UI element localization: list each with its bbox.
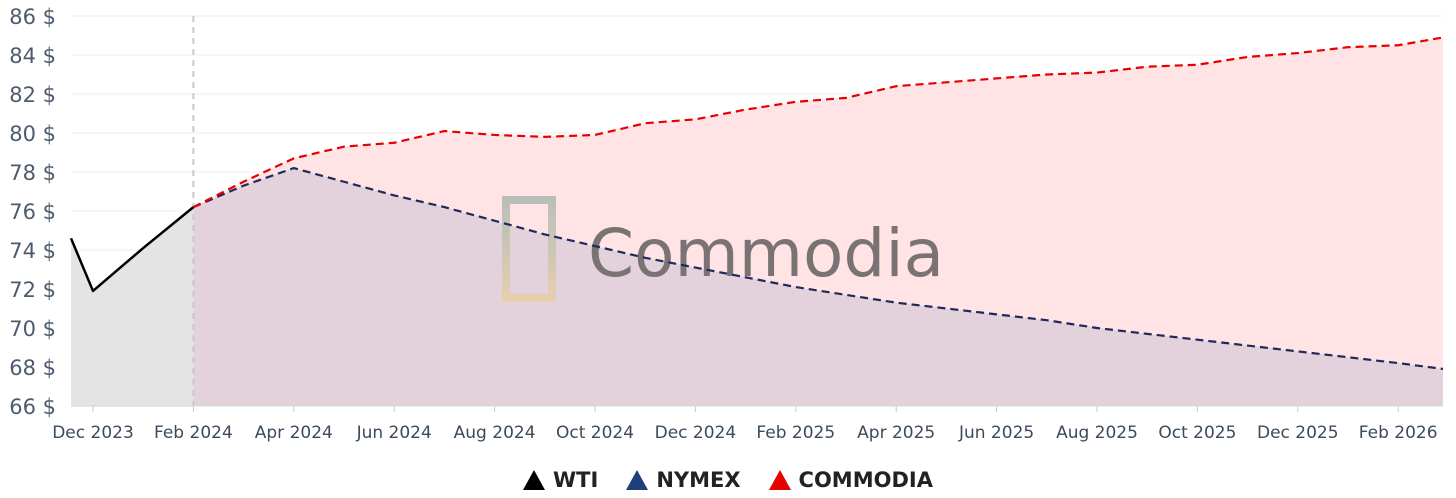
legend-label: NYMEX [656, 468, 741, 492]
y-tick-label: 66 $ [9, 395, 56, 419]
y-tick-label: 84 $ [9, 44, 56, 68]
x-tick-label: Aug 2025 [1056, 423, 1138, 443]
x-tick-label: Apr 2025 [857, 423, 935, 443]
x-tick-label: Feb 2026 [1359, 423, 1438, 443]
y-tick-label: 86 $ [9, 5, 56, 29]
commodia-watermark: Commodia [502, 196, 944, 302]
y-tick-label: 68 $ [9, 356, 56, 380]
y-tick-label: 74 $ [9, 239, 56, 263]
y-tick-label: 80 $ [9, 122, 56, 146]
commodia-logo-icon [502, 196, 556, 302]
y-tick-label: 76 $ [9, 200, 56, 224]
legend-label: WTI [553, 468, 599, 492]
x-tick-label: Dec 2024 [655, 423, 737, 443]
triangle-icon [626, 470, 649, 490]
y-tick-label: 70 $ [9, 317, 56, 341]
triangle-icon [523, 470, 546, 490]
x-tick-label: Feb 2024 [154, 423, 233, 443]
x-tick-label: Dec 2023 [52, 423, 134, 443]
y-tick-label: 82 $ [9, 83, 56, 107]
x-tick-label: Feb 2025 [756, 423, 835, 443]
x-tick-label: Jun 2025 [958, 423, 1034, 443]
legend-label: COMMODIA [798, 468, 933, 492]
wti-line [69, 206, 195, 293]
x-tick-label: Aug 2024 [454, 423, 536, 443]
nymex-line [192, 167, 1444, 371]
triangle-icon [768, 470, 791, 490]
y-tick-label: 72 $ [9, 278, 56, 302]
y-axis-ticks: 66 $ 68 $ 70 $ 72 $ 74 $ 76 $ 78 $ 80 $ 82 $ 84 $… [9, 5, 56, 419]
x-axis-ticks: Dec 2023 Feb 2024 Apr 2024 Jun 2024 Aug 2024… [52, 405, 1443, 443]
watermark-text: Commodia [588, 215, 944, 292]
x-tick-label: Jun 2024 [356, 423, 432, 443]
legend-item-wti[interactable]: WTI [523, 468, 598, 492]
legend-item-commodia[interactable]: COMMODIA [768, 468, 933, 492]
x-tick-label: Oct 2024 [556, 423, 634, 443]
commodia-line [192, 36, 1444, 209]
wti-area [71, 207, 194, 406]
legend-item-nymex[interactable]: NYMEX [626, 468, 741, 492]
series-lines [69, 36, 1444, 371]
legend: WTI NYMEX COMMODIA [0, 462, 1456, 498]
y-tick-label: 78 $ [9, 161, 56, 185]
x-tick-label: Apr 2024 [255, 423, 333, 443]
x-tick-label: Oct 2025 [1158, 423, 1236, 443]
x-tick-label: Dec 2025 [1257, 423, 1339, 443]
